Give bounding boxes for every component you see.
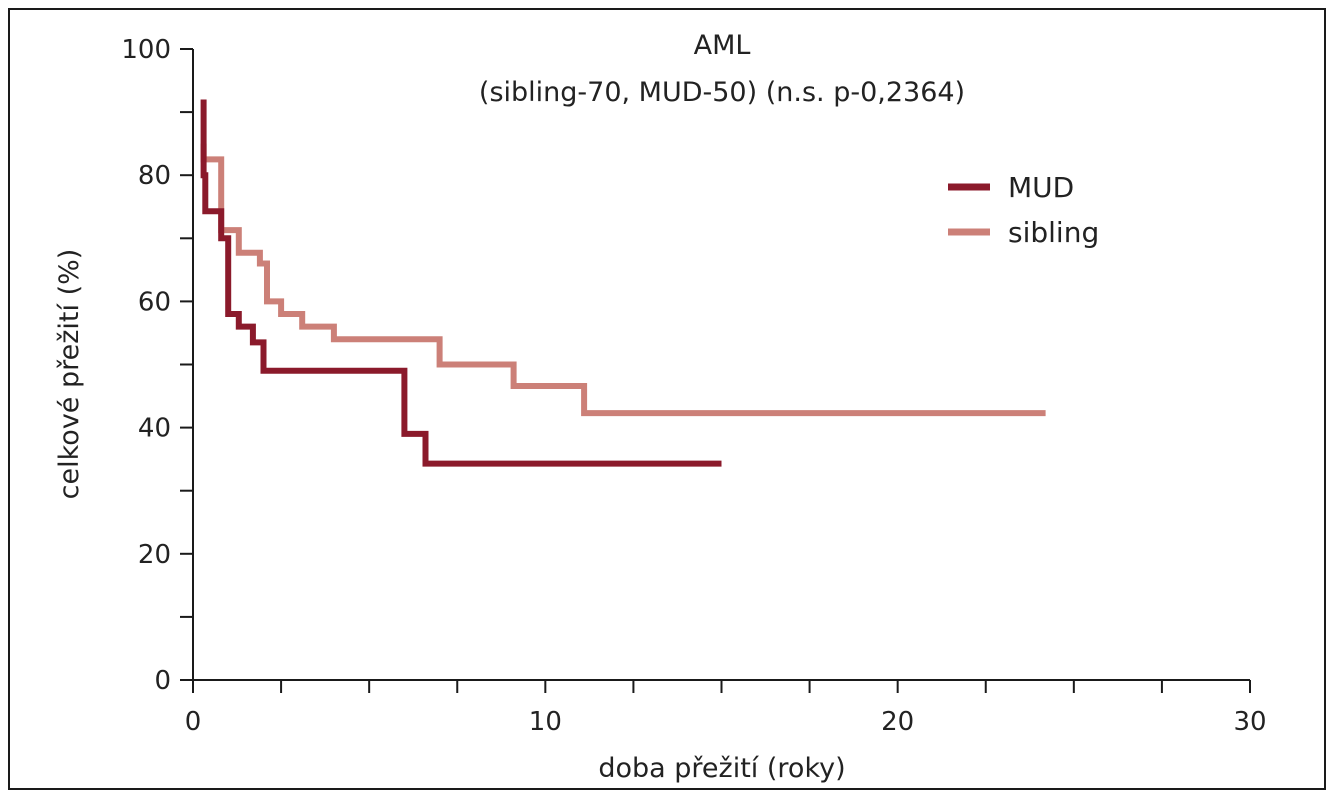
series-line-mud [200, 99, 722, 467]
x-tick-label: 0 [185, 707, 202, 737]
legend-label-sibling: sibling [1008, 216, 1099, 249]
x-tick-label: 20 [881, 707, 914, 737]
y-tick-label: 20 [138, 540, 171, 570]
x-tick-label: 30 [1233, 707, 1266, 737]
x-axis-title: doba přežití (roky) [598, 753, 845, 784]
y-tick-label: 60 [138, 287, 171, 317]
legend-label-mud: MUD [1008, 171, 1074, 204]
chart-subtitle: (sibling-70, MUD-50) (n.s. p-0,2364) [479, 77, 965, 108]
chart-frame [8, 8, 1326, 790]
axes: 0 20 40 60 80 100 0 10 20 30 [121, 35, 1266, 737]
x-tick-label: 10 [529, 707, 562, 737]
legend: MUD sibling [948, 171, 1099, 249]
y-tick-label: 80 [138, 161, 171, 191]
series-layer [200, 99, 1046, 467]
y-tick-label: 0 [154, 666, 171, 696]
y-tick-label: 100 [121, 35, 171, 65]
y-tick-label: 40 [138, 414, 171, 444]
chart-title: AML [694, 30, 751, 61]
series-line-sibling [200, 143, 1046, 417]
y-axis-title: celkové přežití (%) [54, 249, 85, 500]
